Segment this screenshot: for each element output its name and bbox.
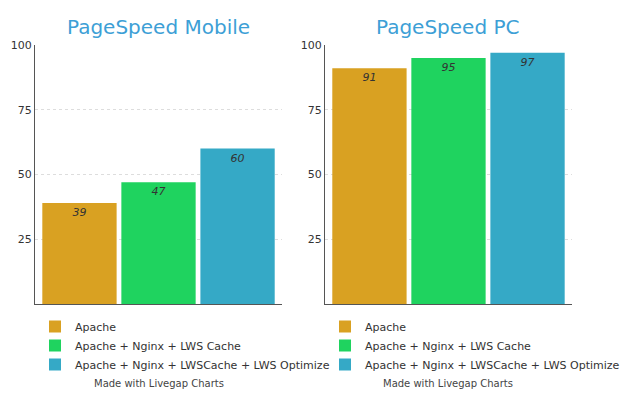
svg-text:50: 50 — [18, 168, 32, 181]
svg-text:PageSpeed Mobile: PageSpeed Mobile — [67, 15, 250, 39]
svg-text:100: 100 — [301, 39, 322, 52]
svg-text:100: 100 — [11, 39, 32, 52]
svg-text:Made with Livegap Charts: Made with Livegap Charts — [383, 378, 513, 389]
svg-text:75: 75 — [308, 104, 322, 117]
svg-text:39: 39 — [72, 206, 86, 219]
svg-text:Apache + Nginx + LWS Cache: Apache + Nginx + LWS Cache — [365, 340, 531, 353]
svg-text:47: 47 — [152, 185, 166, 198]
svg-text:PageSpeed PC: PageSpeed PC — [376, 15, 520, 39]
svg-text:Made with Livegap Charts: Made with Livegap Charts — [94, 378, 224, 389]
svg-text:91: 91 — [362, 71, 376, 84]
svg-text:75: 75 — [18, 104, 32, 117]
svg-text:Apache + Nginx + LWSCache + LW: Apache + Nginx + LWSCache + LWS Optimize — [365, 359, 620, 372]
svg-text:95: 95 — [441, 61, 455, 74]
svg-text:97: 97 — [521, 56, 535, 69]
svg-text:Apache + Nginx + LWS Cache: Apache + Nginx + LWS Cache — [75, 340, 241, 353]
svg-text:Apache + Nginx + LWSCache + LW: Apache + Nginx + LWSCache + LWS Optimize — [75, 359, 330, 372]
svg-text:Apache: Apache — [75, 321, 116, 334]
svg-text:60: 60 — [231, 152, 245, 165]
svg-text:25: 25 — [308, 233, 322, 246]
svg-text:50: 50 — [308, 168, 322, 181]
svg-text:25: 25 — [18, 233, 32, 246]
svg-text:Apache: Apache — [365, 321, 406, 334]
